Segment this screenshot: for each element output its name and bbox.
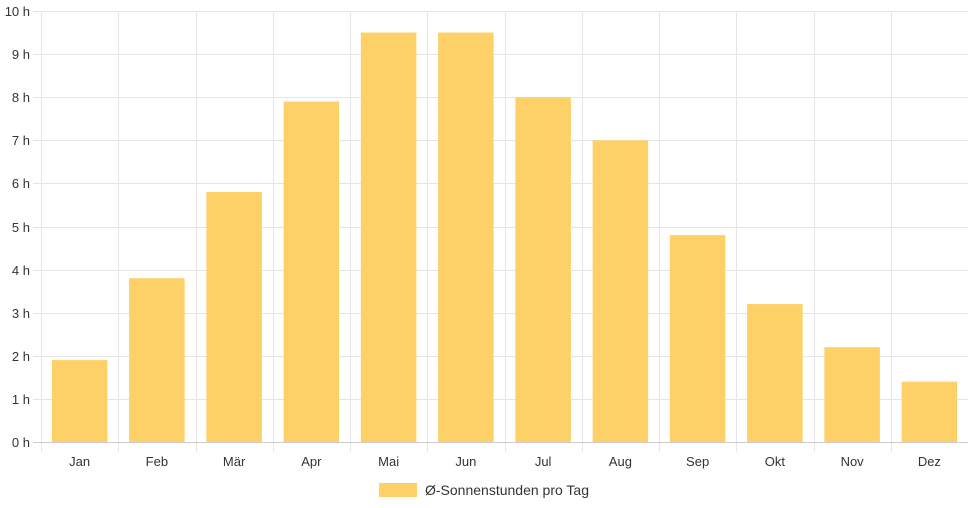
x-tick-label: Jul <box>535 454 552 469</box>
y-tick-label: 9 h <box>12 47 30 62</box>
x-tick-label: Nov <box>841 454 865 469</box>
bar-apr[interactable] <box>283 101 340 442</box>
x-tick-label: Jan <box>69 454 90 469</box>
x-tick-label: Aug <box>609 454 632 469</box>
bar-mär[interactable] <box>206 192 262 442</box>
bar-aug[interactable] <box>592 140 649 443</box>
legend[interactable]: Ø-Sonnenstunden pro Tag <box>379 482 589 498</box>
x-tick-label: Dez <box>918 454 941 469</box>
y-tick-label: 8 h <box>12 90 30 105</box>
x-tick-label: Apr <box>301 454 322 469</box>
y-tick-label: 4 h <box>12 263 30 278</box>
x-tick-label: Mär <box>223 454 246 469</box>
grid-lines <box>33 11 968 452</box>
bar-okt[interactable] <box>747 304 803 442</box>
x-tick-label: Feb <box>146 454 168 469</box>
y-tick-label: 10 h <box>5 4 30 19</box>
y-tick-label: 0 h <box>12 435 30 450</box>
y-axis-ticks: 0 h 1 h 2 h 3 h 4 h 5 h 6 h 7 h 8 h 9 h 10 h <box>5 4 30 450</box>
bar-dez[interactable] <box>901 381 958 442</box>
bar-jul[interactable] <box>515 97 571 442</box>
y-tick-label: 1 h <box>12 392 30 407</box>
x-tick-label: Sep <box>686 454 709 469</box>
x-tick-label: Okt <box>765 454 786 469</box>
y-tick-label: 6 h <box>12 176 30 191</box>
bars <box>51 32 958 443</box>
x-tick-label: Mai <box>378 454 399 469</box>
bar-jan[interactable] <box>51 360 108 442</box>
legend-swatch <box>379 483 417 497</box>
legend-label: Ø-Sonnenstunden pro Tag <box>425 482 589 498</box>
x-tick-label: Jun <box>455 454 476 469</box>
bar-jun[interactable] <box>438 32 494 443</box>
y-tick-label: 2 h <box>12 349 30 364</box>
y-tick-label: 5 h <box>12 220 30 235</box>
y-tick-label: 3 h <box>12 306 30 321</box>
y-tick-label: 7 h <box>12 133 30 148</box>
bar-feb[interactable] <box>129 278 185 442</box>
bar-nov[interactable] <box>824 347 880 442</box>
x-axis-ticks: Jan Feb Mär Apr Mai Jun Jul Aug Sep Okt Nov Dez <box>69 454 941 469</box>
bar-sep[interactable] <box>669 235 726 442</box>
bar-mai[interactable] <box>360 32 417 443</box>
